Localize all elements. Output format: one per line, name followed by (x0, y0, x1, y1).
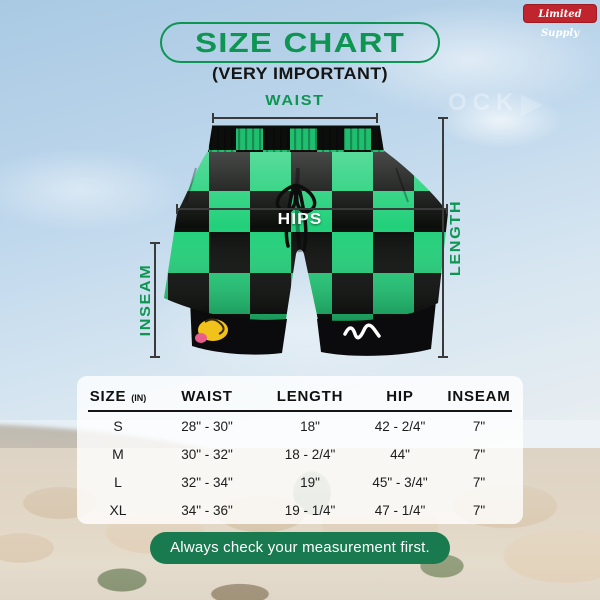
table-cell-waist: 30" - 32" (181, 446, 233, 462)
table-cell-length: 18" (300, 418, 320, 434)
inseam-measure-line (150, 242, 160, 358)
play-icon: ▶ (521, 88, 548, 118)
footer-note: Always check your measurement first. (150, 532, 450, 564)
table-cell-hip: 42 - 2/4" (374, 418, 426, 434)
table-row: XL 34" - 36" 19 - 1/4" 47 - 1/4" 7" (87, 496, 513, 524)
table-cell-waist: 28" - 30" (181, 418, 233, 434)
table-cell-hip: 45" - 3/4" (372, 474, 428, 490)
table-cell-length: 18 - 2/4" (284, 446, 336, 462)
page-title: SIZE CHART (194, 26, 406, 58)
table-cell-waist: 34" - 36" (181, 502, 233, 518)
table-header-row: SIZE (IN) WAIST LENGTH HIP INSEAM (87, 384, 513, 408)
waist-measure-label: WAIST (265, 92, 325, 109)
col-header-length: LENGTH (276, 387, 344, 405)
table-cell-waist: 32" - 34" (181, 474, 233, 490)
inseam-measure-label: INSEAM (137, 263, 154, 337)
table-cell-size: L (114, 474, 122, 490)
table-cell-inseam: 7" (472, 474, 486, 490)
table-cell-inseam: 7" (472, 446, 486, 462)
table-row: L 32" - 34" 19" 45" - 3/4" 7" (87, 468, 513, 496)
table-cell-hip: 44" (390, 446, 410, 462)
waist-measure-line (212, 113, 378, 123)
waistband (208, 125, 384, 152)
drawstring (275, 183, 317, 252)
col-header-waist: WAIST (181, 387, 233, 405)
col-header-size-label: SIZE (89, 387, 127, 405)
table-cell-size: S (113, 418, 123, 434)
size-table: SIZE (IN) WAIST LENGTH HIP INSEAM S 28" -… (77, 376, 523, 524)
title-pill: SIZE CHART (160, 22, 440, 63)
liner-logo-right (343, 323, 381, 340)
table-cell-length: 19 - 1/4" (284, 502, 336, 518)
watermark-text: OCK (448, 89, 520, 116)
table-row: M 30" - 32" 18 - 2/4" 44" 7" (87, 440, 513, 468)
limited-supply-badge: Limited Supply (523, 4, 597, 39)
shorts-shell (164, 125, 448, 321)
table-cell-length: 19" (300, 474, 320, 490)
size-unit-label: (IN) (131, 392, 147, 403)
table-cell-inseam: 7" (472, 502, 486, 518)
length-measure-label: LENGTH (447, 199, 464, 277)
hips-measure-line (176, 204, 448, 214)
header-divider (88, 410, 512, 412)
col-header-inseam: INSEAM (447, 387, 511, 405)
table-cell-inseam: 7" (472, 418, 486, 434)
size-table-body: S 28" - 30" 18" 42 - 2/4" 7" M 30" - 32" 18 - 2… (87, 412, 513, 524)
hips-measure-label: HIPS (277, 211, 323, 228)
table-cell-hip: 47 - 1/4" (374, 502, 426, 518)
subtitle: (VERY IMPORTANT) (212, 64, 388, 83)
liner-graphic-left (195, 318, 228, 343)
length-measure-line (438, 117, 448, 358)
watermark: OCK▶ (448, 88, 547, 119)
col-header-size: SIZE (IN) (87, 388, 149, 405)
table-row: S 28" - 30" 18" 42 - 2/4" 7" (87, 412, 513, 440)
col-header-hip: HIP (386, 387, 414, 405)
table-cell-size: M (112, 446, 124, 462)
table-cell-size: XL (109, 502, 127, 518)
